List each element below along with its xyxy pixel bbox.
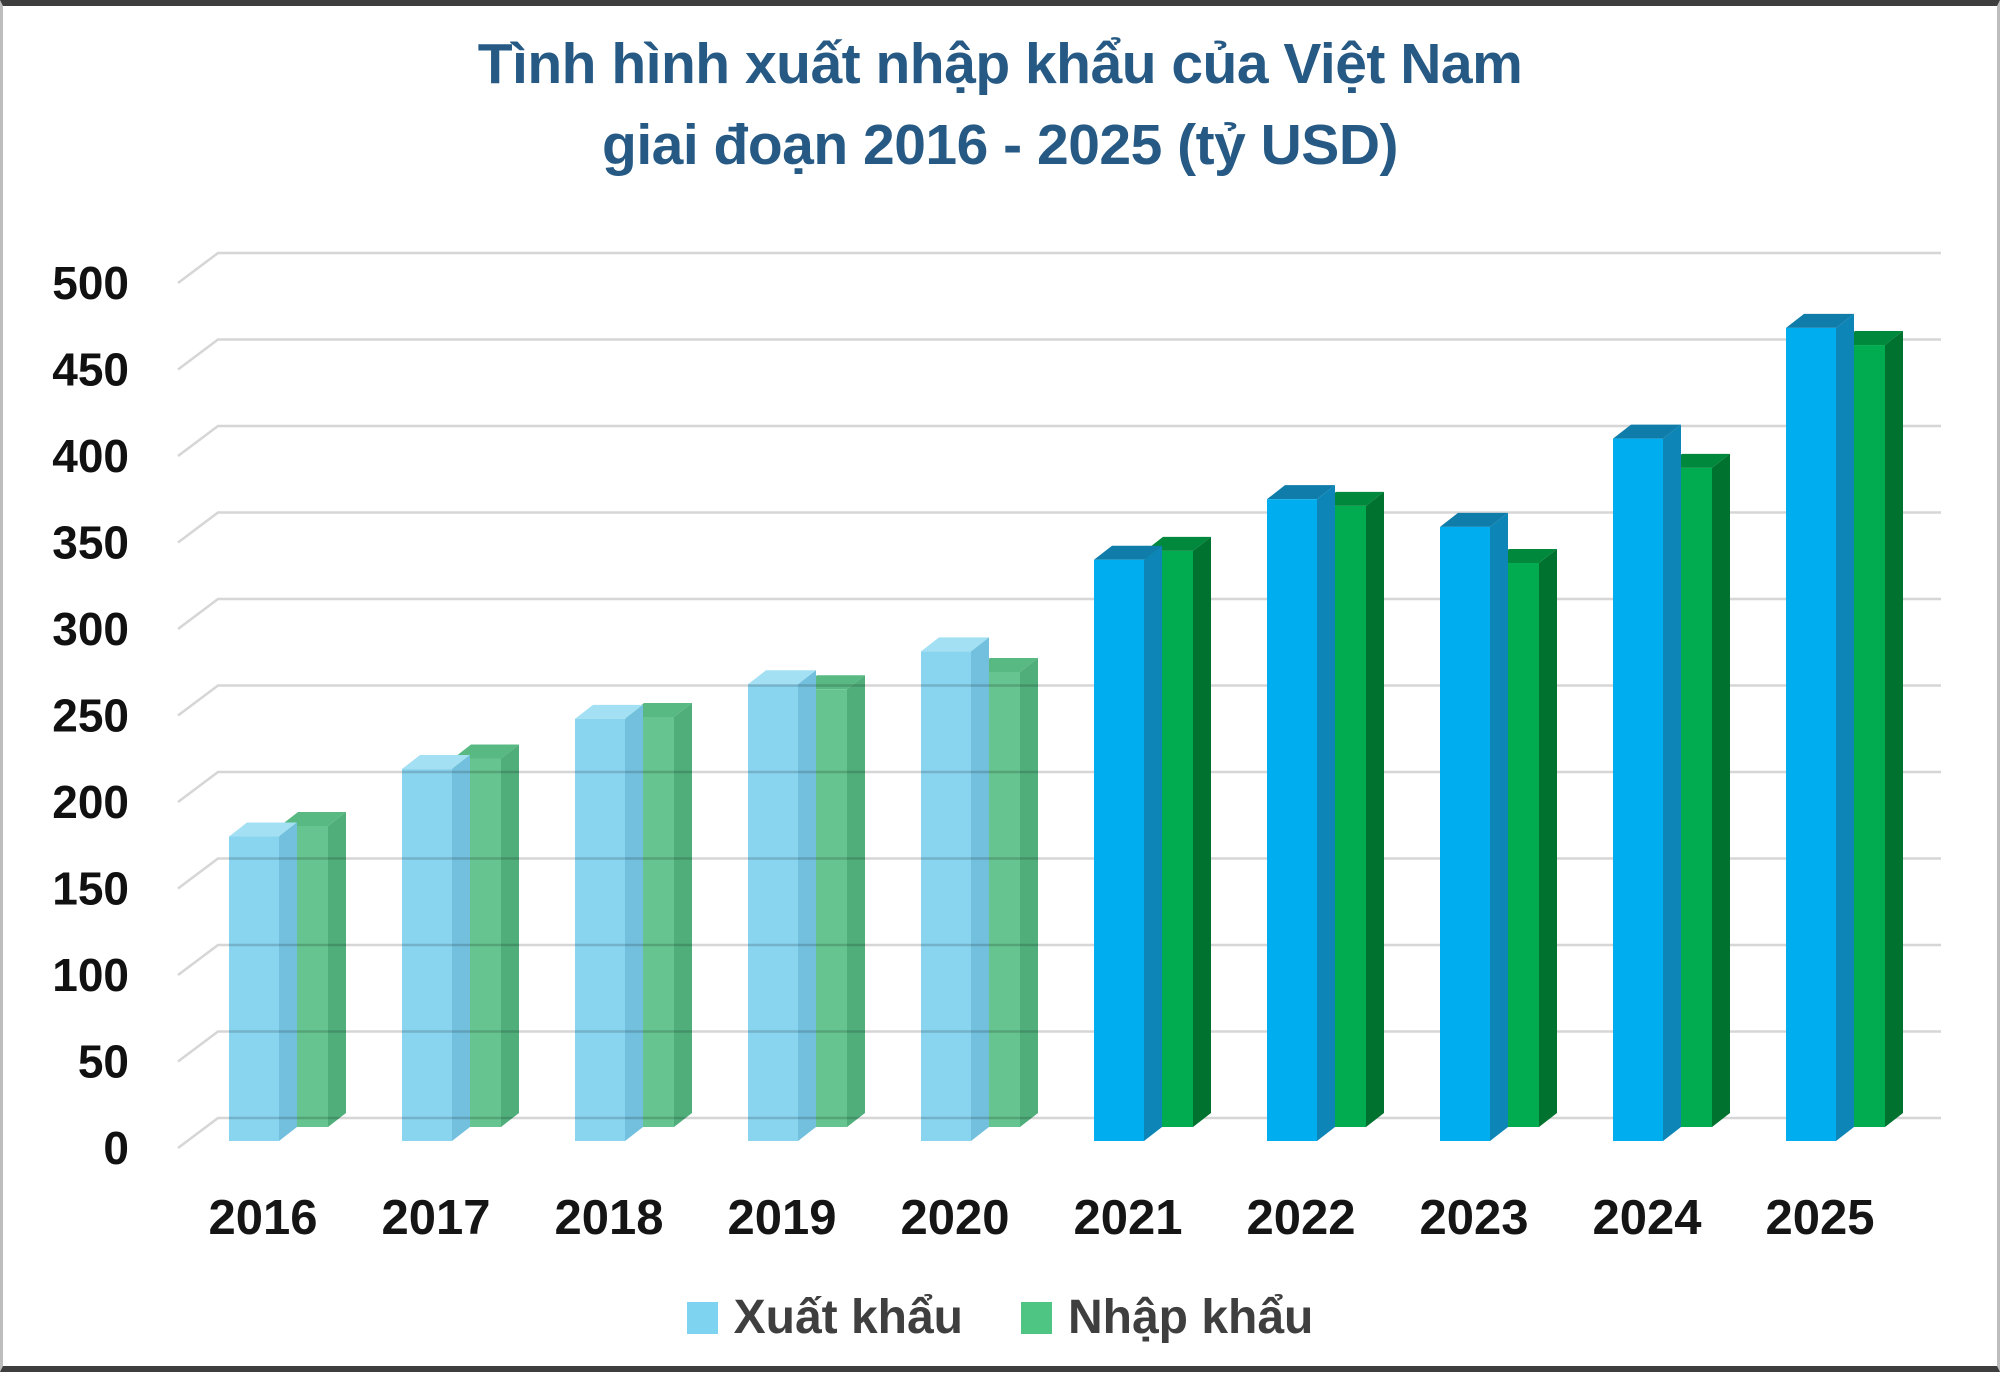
export-bar-2018-top-face — [575, 704, 643, 719]
gridline-400 — [177, 424, 1941, 457]
export-bar-2023-side-face — [1490, 512, 1508, 1141]
import-bar-2017-top-face — [453, 744, 519, 759]
export-bar-2025-top-face — [1786, 313, 1854, 328]
x-category-label-2025: 2025 — [1765, 1191, 1874, 1245]
export-bar-2024 — [1613, 424, 1681, 1141]
import-bar-2025-side-face — [1885, 331, 1903, 1127]
x-category-label-2023: 2023 — [1419, 1191, 1528, 1245]
export-bar-2020-side-face — [971, 637, 989, 1141]
export-bar-2020-front-face — [921, 651, 971, 1141]
x-category-label-2017: 2017 — [381, 1191, 490, 1245]
import-bar-2019-side-face — [847, 675, 865, 1127]
legend-label-import: Nhập khẩu — [1068, 1291, 1314, 1344]
legend: Xuất khẩu Nhập khẩu — [3, 1290, 1997, 1345]
bar-group-2021 — [1094, 536, 1211, 1141]
y-tick-label-500: 500 — [52, 257, 129, 309]
import-bar-2016-top-face — [280, 811, 346, 826]
bar-group-2022 — [1267, 485, 1384, 1141]
y-tick-label-350: 350 — [52, 517, 129, 569]
chart-title-line1: Tình hình xuất nhập khẩu của Việt Nam — [477, 32, 1523, 96]
import-bar-2018-side-face — [674, 702, 692, 1127]
x-category-label-2022: 2022 — [1246, 1191, 1355, 1245]
bar-group-2020 — [921, 637, 1038, 1141]
y-tick-label-300: 300 — [52, 603, 129, 655]
x-category-label-2021: 2021 — [1073, 1191, 1182, 1245]
export-bar-2022-top-face — [1267, 485, 1335, 500]
import-bar-2017-side-face — [501, 744, 519, 1127]
y-tick-label-250: 250 — [52, 690, 129, 742]
export-bar-2019 — [748, 670, 816, 1141]
bar-group-2017 — [402, 744, 519, 1141]
export-bar-2021-top-face — [1094, 545, 1162, 560]
export-bar-2018 — [575, 704, 643, 1141]
bar-group-2018 — [575, 702, 692, 1141]
bar-group-2024 — [1613, 424, 1730, 1141]
y-tick-label-150: 150 — [52, 863, 129, 915]
y-tick-label-450: 450 — [52, 344, 129, 396]
export-bar-2019-top-face — [748, 670, 816, 685]
bar-group-2016 — [229, 811, 346, 1141]
import-bar-2024-side-face — [1712, 453, 1730, 1127]
export-bar-2025-side-face — [1836, 313, 1854, 1141]
export-bar-2017-front-face — [402, 769, 452, 1141]
export-bar-2024-side-face — [1663, 424, 1681, 1141]
export-bar-2024-front-face — [1613, 438, 1663, 1141]
export-bar-2022 — [1267, 485, 1335, 1141]
import-bar-2020-side-face — [1020, 658, 1038, 1127]
legend-item-export: Xuất khẩu — [686, 1290, 963, 1345]
export-bar-2020 — [921, 637, 989, 1141]
export-bar-2017-top-face — [402, 755, 470, 770]
export-bar-2019-side-face — [798, 670, 816, 1141]
bar-group-2025 — [1786, 313, 1903, 1141]
import-swatch-icon — [1021, 1301, 1052, 1334]
import-bar-2021-side-face — [1193, 536, 1211, 1127]
export-bar-2017 — [402, 755, 470, 1141]
bar-group-2023 — [1440, 512, 1557, 1141]
export-bar-2019-front-face — [748, 684, 798, 1141]
import-bar-2023-side-face — [1539, 549, 1557, 1127]
export-bar-2023-front-face — [1440, 526, 1490, 1141]
y-tick-label-400: 400 — [52, 430, 129, 482]
y-tick-label-50: 50 — [78, 1036, 129, 1088]
y-tick-label-100: 100 — [52, 949, 129, 1001]
gridline-500 — [177, 251, 1941, 284]
export-swatch-icon — [686, 1301, 718, 1334]
x-category-label-2019: 2019 — [727, 1191, 836, 1245]
export-bar-2017-side-face — [452, 755, 470, 1141]
chart-title: Tình hình xuất nhập khẩu của Việt Nam gi… — [3, 24, 1997, 186]
y-tick-label-0: 0 — [103, 1122, 129, 1174]
export-bar-2016-side-face — [279, 822, 297, 1141]
y-tick-label-200: 200 — [52, 776, 129, 828]
export-bar-2025-front-face — [1786, 327, 1836, 1141]
export-bar-2022-side-face — [1317, 485, 1335, 1141]
export-bar-2018-front-face — [575, 718, 625, 1141]
x-category-label-2020: 2020 — [900, 1191, 1009, 1245]
legend-item-import: Nhập khẩu — [1021, 1290, 1313, 1345]
export-bar-2021 — [1094, 545, 1162, 1141]
plot-area: 0 50 100 150 200 250 300 350 400 450 500 2016 2017 20… — [52, 251, 1941, 1245]
chart-title-line2: giai đoạn 2016 - 2025 (tỷ USD) — [602, 112, 1398, 177]
export-bar-2021-side-face — [1144, 545, 1162, 1141]
export-bar-2024-top-face — [1613, 424, 1681, 439]
export-bar-2025 — [1786, 313, 1854, 1141]
export-bar-2023-top-face — [1440, 512, 1508, 527]
legend-label-export: Xuất khẩu — [733, 1291, 963, 1344]
bar-group-2019 — [748, 670, 865, 1141]
export-bar-2016-top-face — [229, 822, 297, 837]
export-bar-2023 — [1440, 512, 1508, 1141]
import-bar-2022-side-face — [1366, 491, 1384, 1127]
import-bar-2016-side-face — [328, 811, 346, 1127]
export-bar-2016 — [229, 822, 297, 1141]
x-category-label-2016: 2016 — [208, 1191, 317, 1245]
x-category-label-2024: 2024 — [1592, 1191, 1701, 1245]
export-bar-2016-front-face — [229, 836, 279, 1141]
export-bar-2021-front-face — [1094, 559, 1144, 1141]
export-bar-2022-front-face — [1267, 499, 1317, 1141]
export-bar-2018-side-face — [625, 704, 643, 1141]
gridline-450 — [177, 338, 1941, 371]
x-category-label-2018: 2018 — [554, 1191, 663, 1245]
export-bar-2020-top-face — [921, 637, 989, 652]
